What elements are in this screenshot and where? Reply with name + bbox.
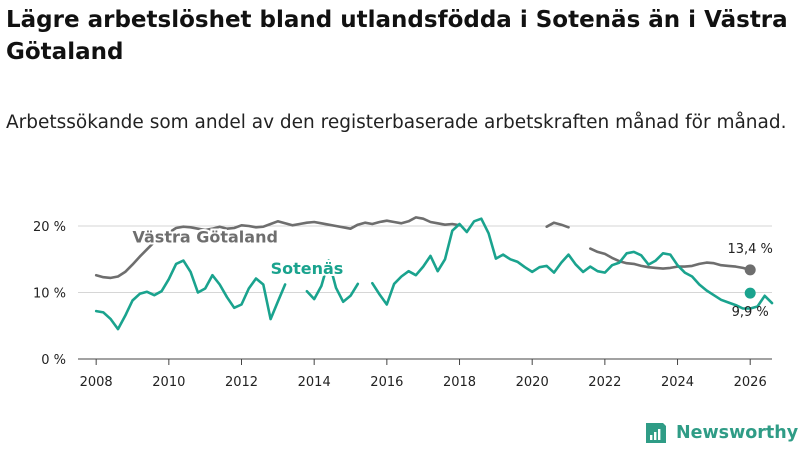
series-label-soten-s: Sotenäs bbox=[271, 259, 344, 278]
x-tick-label: 2026 bbox=[734, 375, 767, 390]
x-tick-label: 2024 bbox=[661, 375, 694, 390]
brand-name: Newsworthy bbox=[676, 423, 799, 443]
newsworthy-logo: Newsworthy bbox=[644, 418, 798, 448]
y-tick-label: 10 % bbox=[33, 287, 66, 302]
series-labels: Västra Götaland 13,4 % Sotenäs 9,9 % bbox=[131, 226, 773, 321]
x-tick-label: 2020 bbox=[516, 375, 549, 390]
series-lines bbox=[94, 216, 774, 331]
end-point-soten-s bbox=[744, 287, 756, 299]
x-tick-label: 2018 bbox=[443, 375, 476, 390]
series-line-v-stra-g-taland bbox=[94, 216, 461, 280]
y-tick-label: 20 % bbox=[33, 220, 66, 235]
y-axis: 0 % 10 % 20 % bbox=[33, 220, 66, 368]
series-label-v-stra-g-taland: Västra Götaland bbox=[133, 228, 278, 247]
end-point-v-stra-g-taland bbox=[744, 264, 756, 276]
x-tick-label: 2014 bbox=[298, 375, 331, 390]
end-label-v-stra-g-taland: 13,4 % bbox=[727, 242, 772, 257]
x-tick-label: 2012 bbox=[225, 375, 258, 390]
newsworthy-logo-icon bbox=[646, 423, 666, 443]
x-axis: 2008 2010 2012 2014 2016 2018 2020 2022 2024 2026 bbox=[80, 359, 767, 390]
series-line-v-stra-g-taland bbox=[589, 247, 752, 272]
end-label-soten-s: 9,9 % bbox=[732, 305, 769, 320]
series-line-soten-s bbox=[94, 259, 287, 331]
y-tick-label: 0 % bbox=[41, 353, 66, 368]
series-line-soten-s bbox=[371, 217, 774, 310]
x-tick-label: 2010 bbox=[152, 375, 185, 390]
x-tick-label: 2022 bbox=[588, 375, 621, 390]
chart-subtitle: Arbetssökande som andel av den registerb… bbox=[6, 112, 787, 133]
x-tick-label: 2016 bbox=[370, 375, 403, 390]
chart-title: Lägre arbetslöshet bland utlandsfödda i … bbox=[6, 7, 788, 65]
x-tick-label: 2008 bbox=[80, 375, 113, 390]
series-line-soten-s bbox=[305, 259, 360, 304]
series-line-v-stra-g-taland bbox=[545, 221, 570, 229]
gridlines bbox=[78, 225, 772, 360]
